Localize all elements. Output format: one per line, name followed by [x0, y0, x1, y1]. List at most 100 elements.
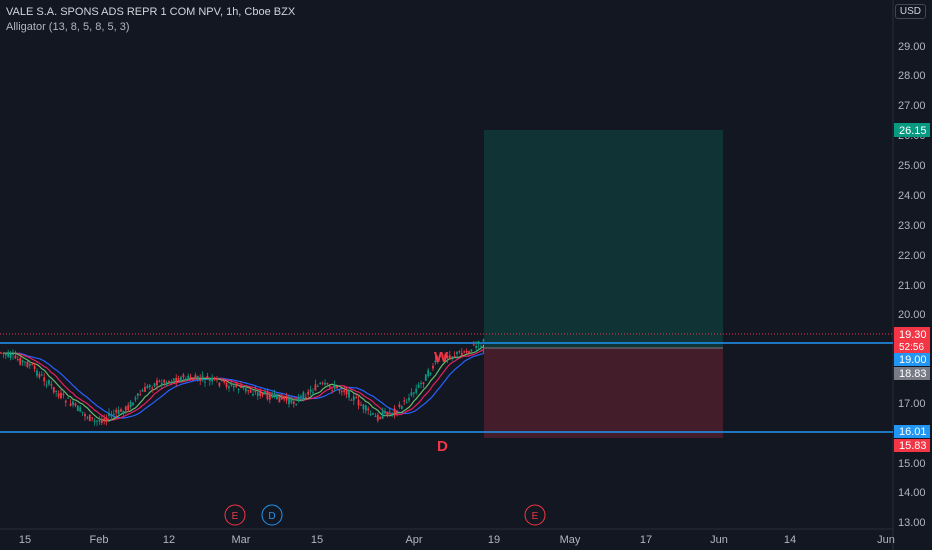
- candle-body: [429, 372, 432, 375]
- candle-body: [19, 358, 22, 365]
- candle-body: [129, 401, 132, 408]
- candles-group: [0, 338, 485, 426]
- candle-body: [60, 392, 62, 399]
- candle-body: [302, 392, 305, 400]
- candle-body: [208, 378, 211, 382]
- symbol-title[interactable]: VALE S.A. SPONS ADS REPR 1 COM NPV, 1h, …: [6, 6, 296, 18]
- candle-body: [144, 387, 146, 392]
- candle-body: [48, 380, 50, 385]
- candle-body: [50, 384, 53, 386]
- candle-body: [312, 391, 314, 393]
- price-tick: 24.00: [898, 190, 926, 202]
- candle-body: [273, 393, 276, 395]
- d-annotation[interactable]: D: [437, 438, 448, 455]
- price-label-entry: 18.83: [894, 367, 930, 380]
- candle-body: [256, 392, 259, 396]
- candle-body: [453, 355, 456, 357]
- loss-zone[interactable]: [484, 348, 723, 438]
- candle-body: [388, 411, 391, 413]
- time-tick: Jun: [710, 534, 728, 546]
- candle-body: [403, 400, 406, 402]
- price-label-entry-text: 18.83: [899, 368, 927, 380]
- candle-body: [67, 397, 70, 399]
- candle-body: [235, 383, 238, 387]
- candle-body: [124, 406, 127, 411]
- candle-body: [374, 416, 377, 418]
- price-label-support: 16.01: [894, 425, 930, 438]
- candle-body: [220, 379, 223, 381]
- candle-body: [88, 414, 91, 422]
- price-axis[interactable]: 29.00 28.00 27.00 26.00 25.00 24.00 23.0…: [898, 41, 926, 529]
- candle-body: [96, 420, 98, 422]
- candle-body: [268, 394, 271, 400]
- event-earnings-1[interactable]: E: [224, 504, 246, 526]
- candle-body: [444, 354, 446, 361]
- candle-body: [141, 390, 144, 392]
- candle-body: [86, 417, 89, 419]
- time-tick: 19: [488, 534, 500, 546]
- candle-body: [350, 399, 353, 401]
- candle-body: [55, 390, 58, 392]
- price-tick: 25.00: [898, 160, 926, 172]
- price-tick: 14.00: [898, 487, 926, 499]
- candle-body: [448, 355, 451, 360]
- candle-body: [408, 397, 410, 401]
- price-tick: 23.00: [898, 220, 926, 232]
- candle-body: [326, 383, 329, 385]
- candle-body: [451, 356, 454, 358]
- candle-body: [420, 382, 422, 384]
- candle-body: [386, 412, 389, 417]
- event-earnings-2-label: E: [532, 511, 539, 522]
- candle-body: [259, 391, 262, 397]
- candle-body: [252, 394, 254, 396]
- candle-body: [391, 412, 394, 414]
- candle-body: [319, 383, 322, 385]
- candle-body: [14, 355, 17, 359]
- candle-body: [76, 405, 79, 412]
- candle-body: [340, 391, 343, 393]
- chart-legend[interactable]: VALE S.A. SPONS ADS REPR 1 COM NPV, 1h, …: [6, 5, 295, 35]
- candle-body: [410, 392, 413, 396]
- candle-body: [84, 413, 86, 417]
- candle-body: [285, 396, 288, 401]
- price-label-target-text: 26.15: [899, 125, 927, 137]
- candle-body: [146, 385, 149, 388]
- candle-body: [2, 353, 5, 355]
- w-annotation[interactable]: W: [434, 349, 449, 366]
- price-tick: 17.00: [898, 398, 926, 410]
- candle-body: [182, 374, 185, 378]
- candle-body: [333, 385, 336, 389]
- candle-body: [16, 359, 19, 361]
- candle-body: [424, 374, 427, 381]
- candle-body: [304, 397, 307, 399]
- candle-body: [64, 400, 67, 403]
- candle-body: [177, 377, 180, 382]
- candle-body: [196, 375, 199, 381]
- indicator-title[interactable]: Alligator (13, 8, 5, 8, 5, 3): [6, 21, 130, 33]
- candle-body: [316, 386, 319, 388]
- profit-zone[interactable]: [484, 130, 723, 348]
- candle-body: [398, 404, 401, 407]
- candle-body: [237, 389, 240, 391]
- candle-body: [427, 370, 430, 377]
- candle-body: [24, 361, 26, 363]
- candle-body: [480, 345, 482, 347]
- candle-body: [441, 354, 444, 359]
- candle-body: [422, 382, 425, 384]
- candle-body: [290, 397, 293, 403]
- price-tick: 13.00: [898, 517, 926, 529]
- event-dividend[interactable]: D: [261, 504, 283, 526]
- candle-body: [372, 413, 374, 415]
- candle-body: [379, 417, 382, 419]
- candle-body: [204, 381, 206, 383]
- candle-body: [475, 345, 478, 348]
- currency-button[interactable]: USD: [894, 4, 926, 19]
- candle-body: [436, 358, 439, 362]
- time-axis[interactable]: 15 Feb 12 Mar 15 Apr 19 May 17 Jun 14 Ju…: [19, 534, 895, 546]
- candle-body: [175, 377, 178, 383]
- candle-body: [376, 414, 379, 421]
- candle-body: [211, 377, 214, 382]
- event-earnings-2[interactable]: E: [524, 504, 546, 526]
- candle-body: [230, 383, 233, 386]
